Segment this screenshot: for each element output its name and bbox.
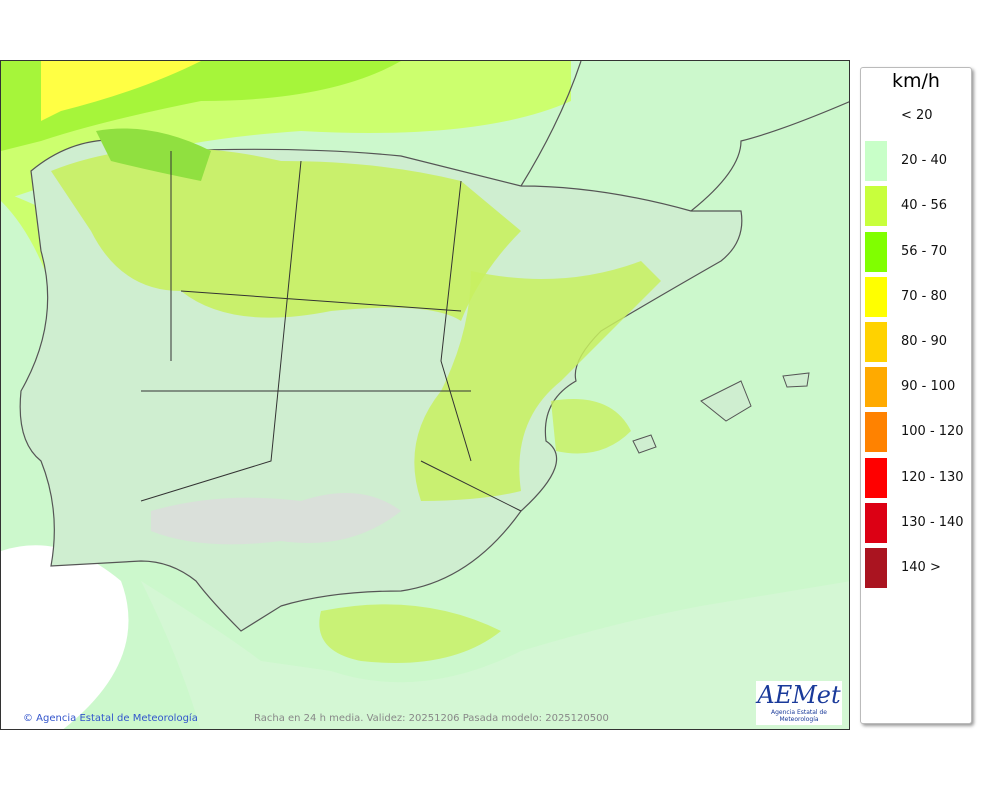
biscay-70-80-zone xyxy=(1,61,201,121)
legend-label: 100 - 120 xyxy=(901,424,964,440)
legend-label: 130 - 140 xyxy=(901,514,964,530)
legend-swatch xyxy=(865,186,887,227)
legend-label: 20 - 40 xyxy=(901,153,948,169)
region-borders xyxy=(140,151,522,512)
legend-label: 70 - 80 xyxy=(901,288,948,304)
legend-item: 130 - 140 xyxy=(865,502,969,543)
legend-swatch xyxy=(865,231,887,272)
legend-item: 80 - 90 xyxy=(865,322,969,362)
africa-white-area xyxy=(1,545,129,729)
france-coast xyxy=(520,61,849,212)
legend-swatch xyxy=(865,96,887,136)
legend-swatch xyxy=(865,367,887,408)
legend-label: 56 - 70 xyxy=(901,243,948,259)
legend-item: 120 - 130 xyxy=(865,457,969,498)
alboran-40-56-zone xyxy=(319,604,501,663)
legend-item: 56 - 70 xyxy=(865,231,969,272)
legend-label: 90 - 100 xyxy=(901,379,956,395)
legend-item: 100 - 120 xyxy=(865,412,969,453)
legend-swatch xyxy=(865,141,887,182)
legend-item: 70 - 80 xyxy=(865,276,969,317)
legend-item: 40 - 56 xyxy=(865,186,969,227)
legend-swatch xyxy=(865,457,887,498)
legend-swatch xyxy=(865,322,887,362)
legend-label: < 20 xyxy=(901,108,933,123)
legend-swatch xyxy=(865,548,887,588)
africa-land xyxy=(141,581,849,729)
map-canvas xyxy=(1,61,849,729)
legend-label: 80 - 90 xyxy=(901,334,948,349)
mountain-relief xyxy=(151,493,401,545)
wind-gust-map: © Agencia Estatal de Meteorología Racha … xyxy=(0,60,850,730)
legend-unit: km/h xyxy=(892,70,940,92)
galicia-56-70-zone xyxy=(96,128,211,181)
aemet-logo: AEMet Agencia Estatal de Meteorología xyxy=(756,681,842,725)
legend: km/h < 20 20 - 40 40 - 56 56 - 70 70 - 80 80 … xyxy=(860,67,972,724)
copyright-credit: © Agencia Estatal de Meteorología xyxy=(23,713,198,724)
legend-label: 140 > xyxy=(901,560,941,575)
legend-swatch xyxy=(865,412,887,453)
legend-swatch xyxy=(865,276,887,317)
logo-mark: AEMet xyxy=(757,681,841,709)
north-plateau-40-56-zone xyxy=(51,148,521,321)
legend-label: 40 - 56 xyxy=(901,198,948,214)
logo-subtitle: Agencia Estatal de Meteorología xyxy=(770,709,827,723)
legend-label: 120 - 130 xyxy=(901,469,964,485)
balearic-sea-40-56-zone xyxy=(551,399,631,454)
legend-item: 20 - 40 xyxy=(865,141,969,182)
mallorca xyxy=(700,380,752,422)
map-caption: Racha en 24 h media. Validez: 20251206 P… xyxy=(254,713,609,724)
legend-swatch xyxy=(865,502,887,543)
ibiza xyxy=(632,434,657,454)
menorca xyxy=(782,372,810,388)
legend-item: 140 > xyxy=(865,548,969,588)
east-40-56-zone xyxy=(414,261,661,501)
legend-item: < 20 xyxy=(865,96,969,136)
legend-item: 90 - 100 xyxy=(865,367,969,408)
